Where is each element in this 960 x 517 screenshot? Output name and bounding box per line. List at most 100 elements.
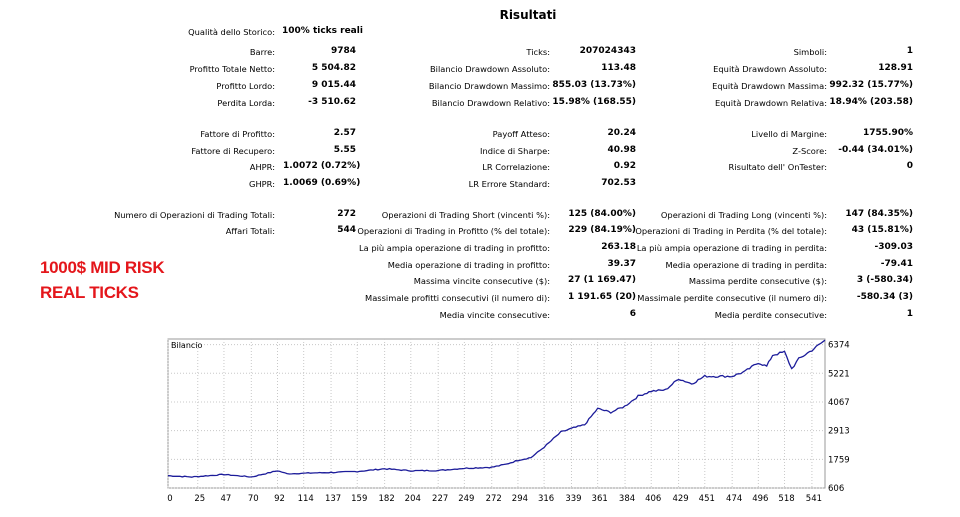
x-tick-label: 114	[298, 494, 314, 504]
x-tick-label: 92	[274, 494, 285, 504]
x-tick-label: 406	[645, 494, 661, 504]
col2-value-7: 702.53	[601, 178, 636, 188]
col1-value-4: 2.57	[333, 128, 356, 138]
col2-label-14: Media vincite consecutive:	[439, 310, 550, 320]
col2-value-2: 855.03 (13.73%)	[552, 80, 636, 90]
col3-label-12: Massimale perdite consecutive (il numero…	[637, 293, 827, 303]
col2-label-8: Operazioni di Trading Short (vincenti %)…	[381, 210, 550, 220]
col3-value-4: 1755.90%	[862, 128, 913, 138]
x-tick-label: 541	[806, 494, 822, 504]
x-tick-label: 496	[752, 494, 768, 504]
col1-value-6: 1.0072 (0.72%)	[283, 161, 361, 171]
col2-label-13: Massimale profitti consecutivi (il numer…	[365, 293, 550, 303]
col3-value-12: -580.34 (3)	[856, 292, 913, 302]
col2-value-14: 6	[629, 309, 636, 319]
col2-value-3: 15.98% (168.55)	[552, 97, 636, 107]
col1-label-4: Fattore di Profitto:	[200, 129, 275, 139]
col2-value-13: 1 191.65 (20)	[567, 292, 636, 302]
col2-label-4: Payoff Atteso:	[492, 129, 550, 139]
col3-label-7: Operazioni di Trading Long (vincenti %):	[660, 210, 827, 220]
col2-label-0: Ticks:	[526, 47, 550, 57]
col3-label-3: Equità Drawdown Relativa:	[715, 98, 827, 108]
col1-label-5: Fattore di Recupero:	[191, 146, 275, 156]
col3-label-10: Media operazione di trading in perdita:	[665, 260, 827, 270]
col1-label-9: Affari Totali:	[225, 226, 275, 236]
x-tick-label: 451	[699, 494, 715, 504]
x-tick-label: 70	[248, 494, 259, 504]
x-tick-label: 25	[194, 494, 205, 504]
col2-label-10: La più ampia operazione di trading in pr…	[358, 243, 550, 253]
col3-label-8: Operazioni di Trading in Perdita (% del …	[635, 226, 827, 236]
x-tick-label: 339	[565, 494, 581, 504]
x-tick-label: 518	[778, 494, 794, 504]
col2-label-11: Media operazione di trading in profitto:	[387, 260, 550, 270]
x-tick-label: 204	[405, 494, 421, 504]
col2-value-8: 125 (84.00%)	[568, 209, 636, 219]
col2-label-5: Indice di Sharpe:	[480, 146, 550, 156]
col3-label-13: Media perdite consecutive:	[714, 310, 827, 320]
balance-series-line	[167, 339, 826, 478]
col3-value-8: 43 (15.81%)	[851, 225, 913, 235]
x-tick-label: 137	[325, 494, 341, 504]
x-tick-label: 294	[512, 494, 528, 504]
x-tick-label: 249	[458, 494, 474, 504]
history-quality-value: 100% ticks reali	[282, 26, 363, 36]
x-tick-label: 272	[486, 494, 502, 504]
report-title: Risultati	[499, 8, 557, 22]
col1-value-2: 9 015.44	[311, 80, 356, 90]
col1-label-7: GHPR:	[249, 179, 275, 189]
banner-line-1: 1000$ MID RISK	[40, 258, 165, 277]
col3-value-1: 128.91	[878, 63, 913, 73]
col1-value-3: -3 510.62	[308, 97, 356, 107]
col2-label-9: Operazioni di Trading in Profitto (% del…	[357, 226, 550, 236]
col2-value-11: 39.37	[607, 259, 636, 269]
col2-label-1: Bilancio Drawdown Assoluto:	[429, 64, 550, 74]
col1-value-9: 544	[337, 225, 356, 235]
col2-label-3: Bilancio Drawdown Relativo:	[431, 98, 550, 108]
col3-value-7: 147 (84.35%)	[845, 209, 913, 219]
col3-value-3: 18.94% (203.58)	[829, 97, 913, 107]
x-tick-label: 361	[592, 494, 608, 504]
col3-label-1: Equità Drawdown Assoluto:	[713, 64, 827, 74]
col1-label-0: Barre:	[249, 47, 275, 57]
col3-value-10: -79.41	[880, 259, 913, 269]
y-tick-label: 606	[828, 484, 844, 494]
col2-label-2: Bilancio Drawdown Massimo:	[428, 81, 550, 91]
x-tick-label: 47	[221, 494, 232, 504]
col3-value-6: 0	[906, 161, 913, 171]
col2-value-0: 207024343	[579, 46, 636, 56]
col2-value-9: 229 (84.19%)	[568, 225, 636, 235]
col3-value-13: 1	[906, 309, 913, 319]
col1-value-5: 5.55	[333, 145, 356, 155]
col3-label-0: Simboli:	[793, 47, 827, 57]
x-tick-label: 0	[167, 494, 172, 504]
x-tick-label: 316	[538, 494, 554, 504]
col1-value-1: 5 504.82	[311, 63, 356, 73]
col2-value-5: 40.98	[607, 145, 636, 155]
col3-label-6: Risultato dell' OnTester:	[728, 162, 827, 172]
col3-value-9: -309.03	[874, 242, 913, 252]
banner-line-2: REAL TICKS	[40, 283, 139, 302]
y-tick-label: 2913	[828, 427, 850, 437]
x-tick-label: 182	[379, 494, 395, 504]
col3-value-2: 992.32 (15.77%)	[829, 80, 913, 90]
col2-value-6: 0.92	[613, 161, 636, 171]
col3-value-0: 1	[906, 46, 913, 56]
col2-value-4: 20.24	[607, 128, 636, 138]
col2-label-7: LR Errore Standard:	[468, 179, 550, 189]
col1-value-8: 272	[337, 209, 356, 219]
col2-value-10: 263.18	[601, 242, 636, 252]
y-tick-label: 4067	[828, 398, 850, 408]
chart-title: Bilancio	[171, 341, 203, 350]
col2-value-1: 113.48	[601, 63, 636, 73]
col3-label-2: Equità Drawdown Massima:	[712, 81, 827, 91]
col2-label-6: LR Correlazione:	[482, 162, 550, 172]
y-tick-label: 1759	[828, 455, 850, 465]
col1-label-3: Perdita Lorda:	[217, 98, 275, 108]
col3-label-11: Massima perdite consecutive ($):	[688, 276, 827, 286]
x-tick-label: 227	[432, 494, 448, 504]
x-tick-label: 429	[672, 494, 688, 504]
col2-value-12: 27 (1 169.47)	[567, 275, 636, 285]
col1-label-6: AHPR:	[249, 162, 275, 172]
